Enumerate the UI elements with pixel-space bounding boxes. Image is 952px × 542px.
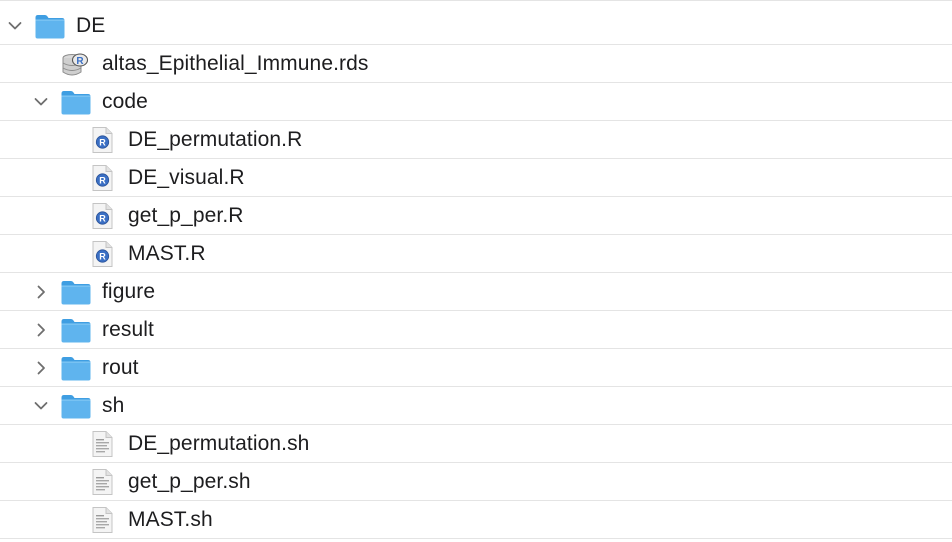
text-document-icon (86, 506, 118, 534)
tree-item-label: sh (102, 394, 125, 417)
folder-icon (60, 354, 92, 382)
tree-row-folder[interactable]: DE (0, 7, 952, 45)
tree-row-folder[interactable]: result (0, 311, 952, 349)
chevron-right-icon[interactable] (32, 283, 50, 301)
svg-text:R: R (76, 56, 84, 67)
tree-row-file[interactable]: get_p_per.sh (0, 463, 952, 501)
tree-row-folder[interactable]: sh (0, 387, 952, 425)
folder-icon (34, 12, 66, 40)
tree-row-file[interactable]: R DE_visual.R (0, 159, 952, 197)
tree-row-folder[interactable]: rout (0, 349, 952, 387)
chevron-down-icon[interactable] (32, 397, 50, 415)
svg-text:R: R (99, 137, 106, 147)
tree-row-file[interactable]: R DE_permutation.R (0, 121, 952, 159)
tree-item-label: DE_permutation.R (128, 128, 303, 151)
tree-item-label: DE_permutation.sh (128, 432, 310, 455)
tree-row-file[interactable]: R MAST.R (0, 235, 952, 273)
tree-row-file[interactable]: DE_permutation.sh (0, 425, 952, 463)
database-file-icon: R (60, 50, 92, 78)
tree-item-label: get_p_per.sh (128, 470, 251, 493)
tree-item-label: DE (76, 14, 106, 37)
tree-item-label: MAST.sh (128, 508, 213, 531)
chevron-down-icon[interactable] (6, 17, 24, 35)
tree-row-file[interactable]: MAST.sh (0, 501, 952, 539)
tree-row-folder[interactable]: figure (0, 273, 952, 311)
tree-item-label: get_p_per.R (128, 204, 244, 227)
folder-icon (60, 88, 92, 116)
tree-item-label: code (102, 90, 148, 113)
text-document-icon (86, 430, 118, 458)
tree-row-file[interactable]: R get_p_per.R (0, 197, 952, 235)
svg-text:R: R (99, 251, 106, 261)
tree-item-label: result (102, 318, 154, 341)
chevron-right-icon[interactable] (32, 321, 50, 339)
tree-row-file[interactable]: R altas_Epithelial_Immune.rds (0, 45, 952, 83)
chevron-right-icon[interactable] (32, 359, 50, 377)
r-script-icon: R (86, 202, 118, 230)
chevron-down-icon[interactable] (32, 93, 50, 111)
folder-icon (60, 316, 92, 344)
r-script-icon: R (86, 164, 118, 192)
svg-text:R: R (99, 213, 106, 223)
tree-item-label: altas_Epithelial_Immune.rds (102, 52, 369, 75)
tree-item-label: rout (102, 356, 139, 379)
folder-icon (60, 392, 92, 420)
folder-icon (60, 278, 92, 306)
tree-item-label: figure (102, 280, 156, 303)
text-document-icon (86, 468, 118, 496)
r-script-icon: R (86, 240, 118, 268)
tree-item-label: MAST.R (128, 242, 206, 265)
tree-item-label: DE_visual.R (128, 166, 245, 189)
svg-text:R: R (99, 175, 106, 185)
r-script-icon: R (86, 126, 118, 154)
tree-row-folder[interactable]: code (0, 83, 952, 121)
